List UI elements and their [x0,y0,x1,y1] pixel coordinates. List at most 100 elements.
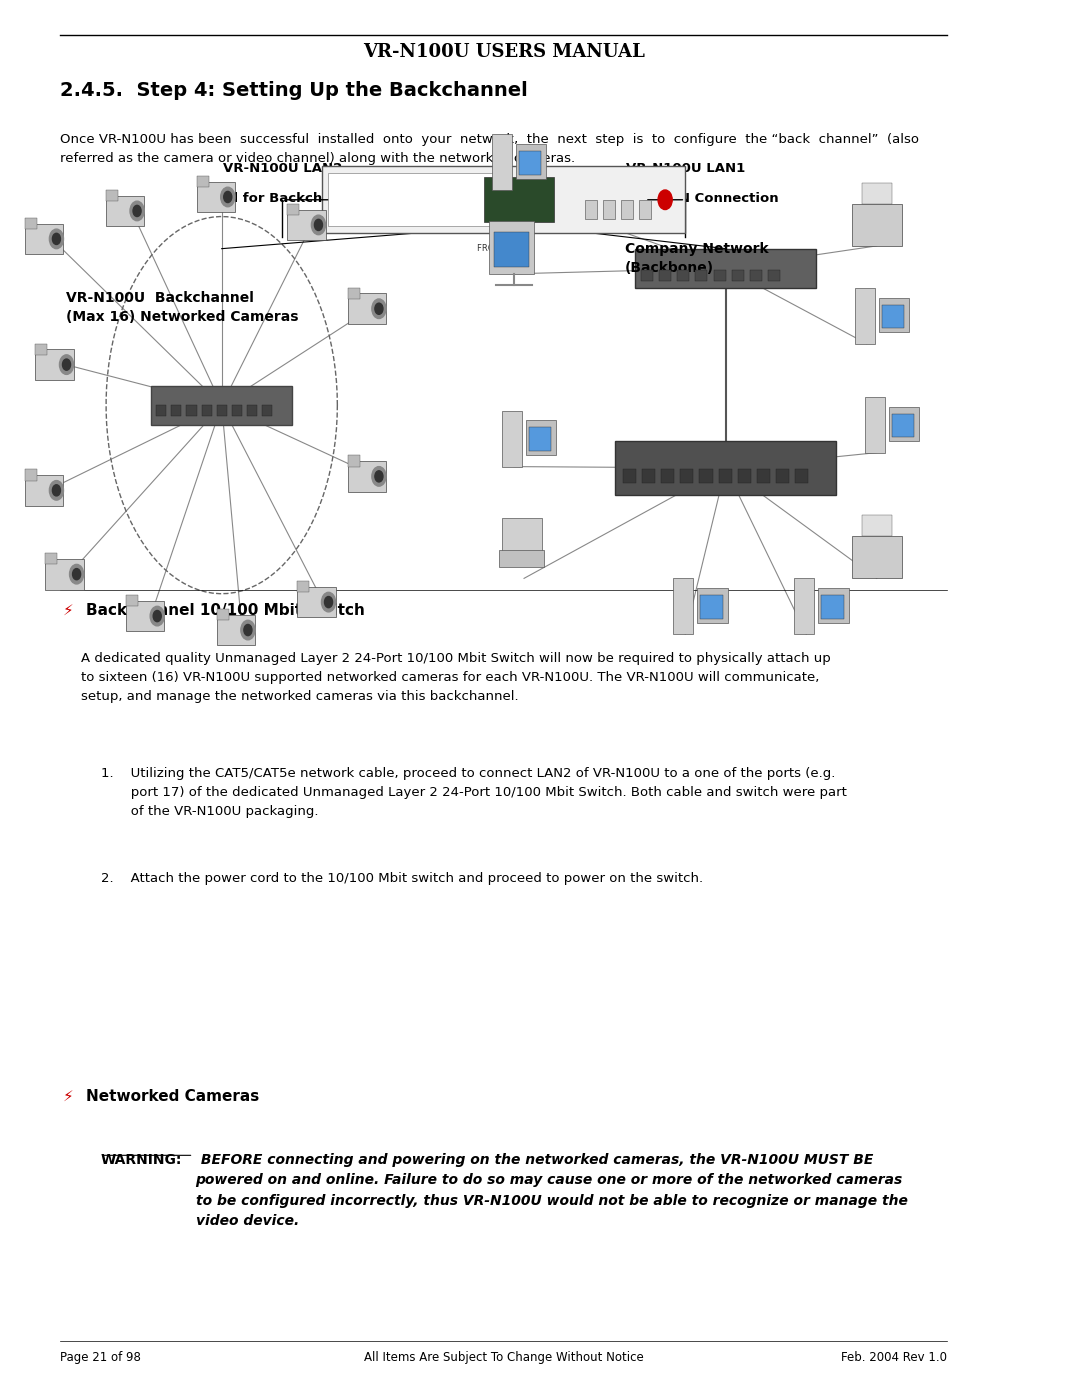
Circle shape [658,190,672,210]
Circle shape [50,229,64,249]
FancyBboxPatch shape [287,204,299,215]
FancyBboxPatch shape [738,469,751,483]
Circle shape [314,219,323,231]
Circle shape [59,355,73,374]
Text: Page 21 of 98: Page 21 of 98 [60,1351,141,1365]
Circle shape [220,187,234,207]
Text: A dedicated quality Unmanaged Layer 2 24-Port 10/100 Mbit Switch will now be req: A dedicated quality Unmanaged Layer 2 24… [81,652,831,704]
Circle shape [244,624,252,636]
FancyBboxPatch shape [851,536,902,578]
Circle shape [53,485,60,496]
FancyBboxPatch shape [642,469,656,483]
Circle shape [133,205,141,217]
FancyBboxPatch shape [659,270,671,281]
FancyBboxPatch shape [287,210,325,240]
FancyBboxPatch shape [25,475,64,506]
Text: BEFORE connecting and powering on the networked cameras, the VR-N100U MUST BE
po: BEFORE connecting and powering on the ne… [195,1153,907,1228]
Circle shape [72,569,81,580]
Circle shape [153,610,161,622]
Text: Once VR-N100U has been  successful  installed  onto  your  network,  the  next  : Once VR-N100U has been successful instal… [60,133,919,165]
FancyBboxPatch shape [731,270,744,281]
FancyBboxPatch shape [661,469,674,483]
FancyBboxPatch shape [862,183,892,204]
FancyBboxPatch shape [25,469,38,481]
FancyBboxPatch shape [879,298,909,332]
FancyBboxPatch shape [217,615,255,645]
FancyBboxPatch shape [889,407,919,441]
FancyBboxPatch shape [217,405,227,416]
FancyBboxPatch shape [45,559,83,590]
FancyBboxPatch shape [822,595,843,619]
FancyBboxPatch shape [348,455,360,467]
Text: ⚡: ⚡ [63,1090,73,1104]
FancyBboxPatch shape [750,270,761,281]
Text: Used for LAN Connection: Used for LAN Connection [592,193,779,205]
FancyBboxPatch shape [677,270,689,281]
FancyBboxPatch shape [106,190,118,201]
FancyBboxPatch shape [36,349,73,380]
Text: Company Network
(Backbone): Company Network (Backbone) [625,242,769,275]
FancyBboxPatch shape [297,587,336,617]
FancyBboxPatch shape [519,151,541,175]
FancyBboxPatch shape [232,405,242,416]
FancyBboxPatch shape [819,588,849,623]
FancyBboxPatch shape [489,221,535,274]
FancyBboxPatch shape [126,601,164,631]
FancyBboxPatch shape [157,405,166,416]
Text: 2.    Attach the power cord to the 10/100 Mbit switch and proceed to power on th: 2. Attach the power cord to the 10/100 M… [100,872,703,884]
FancyBboxPatch shape [892,414,914,437]
Text: Networked Cameras: Networked Cameras [85,1090,259,1104]
Circle shape [322,592,336,612]
FancyBboxPatch shape [297,581,309,592]
FancyBboxPatch shape [700,469,713,483]
FancyBboxPatch shape [36,344,48,355]
Circle shape [53,233,60,244]
FancyBboxPatch shape [126,595,138,606]
Circle shape [50,481,64,500]
Circle shape [372,299,386,319]
FancyBboxPatch shape [698,588,728,623]
FancyBboxPatch shape [529,427,551,451]
Circle shape [150,606,164,626]
FancyBboxPatch shape [639,200,651,219]
FancyBboxPatch shape [794,578,814,634]
FancyBboxPatch shape [499,550,544,567]
FancyBboxPatch shape [197,176,208,187]
Circle shape [130,201,144,221]
Text: WARNING:: WARNING: [100,1153,183,1166]
FancyBboxPatch shape [862,515,892,536]
Text: VR-N100U LAN1: VR-N100U LAN1 [625,162,745,175]
FancyBboxPatch shape [327,173,509,226]
FancyBboxPatch shape [701,595,723,619]
FancyBboxPatch shape [623,469,636,483]
FancyBboxPatch shape [881,305,904,328]
FancyBboxPatch shape [217,609,229,620]
FancyBboxPatch shape [673,578,693,634]
Text: Used for Backchannel: Used for Backchannel [201,193,364,205]
Text: ⚡: ⚡ [63,604,73,617]
FancyBboxPatch shape [640,270,653,281]
FancyBboxPatch shape [718,469,731,483]
FancyBboxPatch shape [491,134,512,190]
Text: VR-N100U USERS MANUAL: VR-N100U USERS MANUAL [363,43,645,60]
FancyBboxPatch shape [680,469,693,483]
Text: Feb. 2004 Rev 1.0: Feb. 2004 Rev 1.0 [841,1351,947,1365]
Circle shape [324,597,333,608]
Circle shape [224,191,232,203]
FancyBboxPatch shape [494,232,529,267]
FancyBboxPatch shape [768,270,780,281]
FancyBboxPatch shape [584,200,596,219]
FancyBboxPatch shape [621,200,633,219]
Circle shape [311,215,325,235]
Text: Backchannel 10/100 Mbit Switch: Backchannel 10/100 Mbit Switch [85,604,365,617]
FancyBboxPatch shape [106,196,144,226]
FancyBboxPatch shape [516,144,546,179]
Circle shape [372,467,386,486]
Text: 2.4.5.  Step 4: Setting Up the Backchannel: 2.4.5. Step 4: Setting Up the Backchanne… [60,81,528,101]
FancyBboxPatch shape [777,469,789,483]
Circle shape [375,471,383,482]
Text: VR-N100U  Backchannel
(Max 16) Networked Cameras: VR-N100U Backchannel (Max 16) Networked … [66,291,298,324]
FancyBboxPatch shape [197,182,234,212]
FancyBboxPatch shape [247,405,257,416]
FancyBboxPatch shape [202,405,212,416]
